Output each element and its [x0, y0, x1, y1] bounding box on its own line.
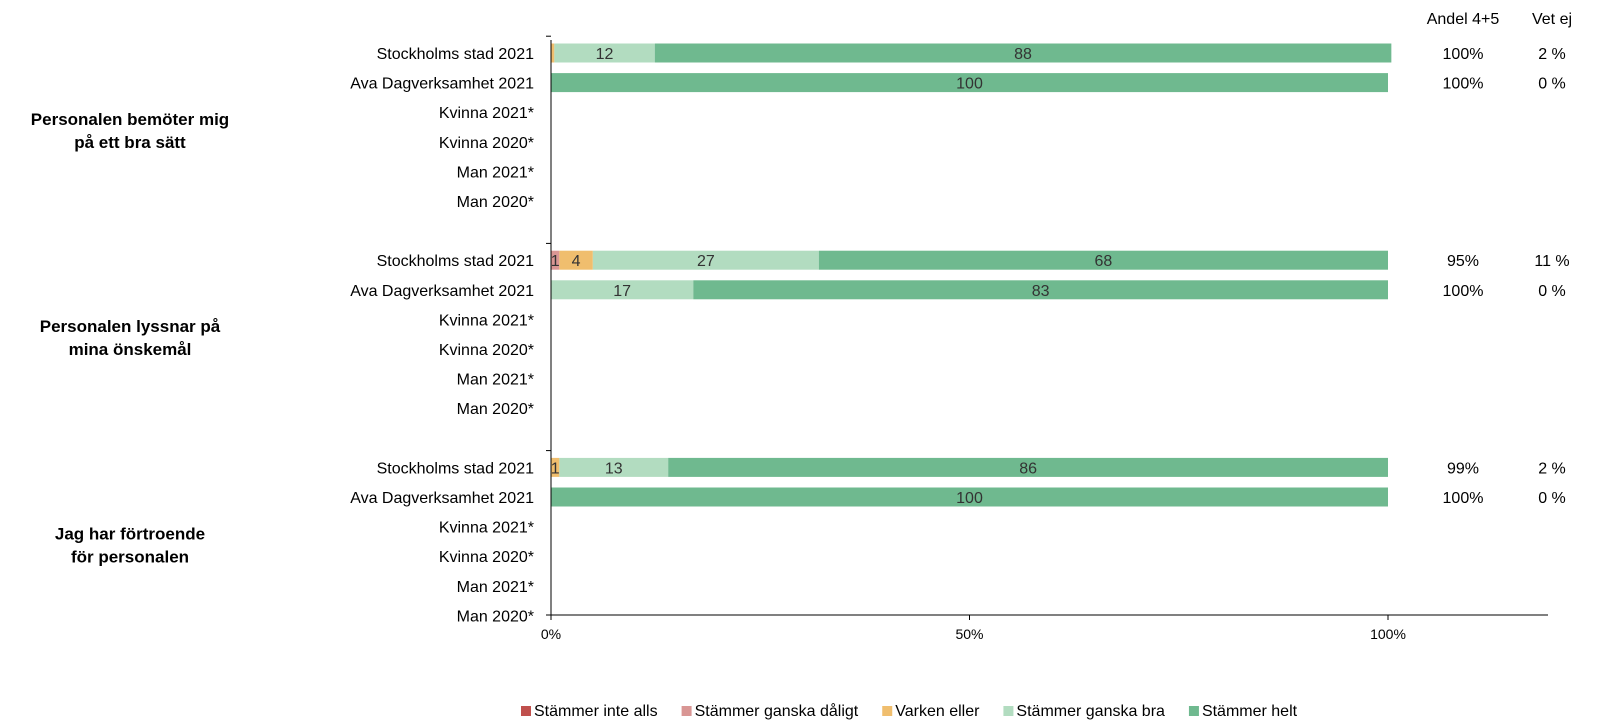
vet-ej-value: 0 %: [1538, 490, 1566, 507]
x-tick-label: 0%: [541, 626, 561, 642]
x-tick-label: 100%: [1370, 626, 1406, 642]
legend-label: Stämmer inte alls: [534, 703, 658, 720]
andel-value: 100%: [1443, 490, 1484, 507]
row-label: Man 2020*: [457, 194, 534, 211]
bar-segment: [551, 457, 560, 477]
row-label: Man 2021*: [457, 372, 534, 389]
bar-segment: [668, 457, 1388, 477]
x-tick-label: 50%: [955, 626, 983, 642]
group-label: Personalen bemöter mig på ett bra sätt: [31, 110, 229, 152]
data-label: 12: [596, 46, 614, 63]
data-label: 1: [551, 253, 560, 270]
data-label: 17: [613, 283, 631, 300]
row-label: Kvinna 2020*: [439, 342, 534, 359]
andel-value: 95%: [1447, 253, 1479, 270]
row-label: Kvinna 2021*: [439, 105, 534, 122]
data-label: 100: [956, 490, 983, 507]
bar-segment: [554, 43, 655, 63]
row-label: Ava Dagverksamhet 2021: [350, 76, 534, 93]
group-label-line: Jag har förtroende: [55, 524, 205, 543]
vet-ej-value: 2 %: [1538, 460, 1566, 477]
vet-ej-value: 0 %: [1538, 283, 1566, 300]
andel-value: 100%: [1443, 76, 1484, 93]
row-label: Stockholms stad 2021: [377, 46, 535, 63]
column-header-vet-ej: Vet ej: [1532, 11, 1572, 28]
row-label: Kvinna 2021*: [439, 312, 534, 329]
group-label: Jag har förtroende för personalen: [55, 524, 205, 566]
data-label: 4: [572, 253, 581, 270]
row-label: Kvinna 2020*: [439, 135, 534, 152]
andel-value: 99%: [1447, 460, 1479, 477]
legend-label: Varken eller: [895, 703, 980, 720]
data-label: 13: [605, 460, 623, 477]
row-label: Kvinna 2021*: [439, 520, 534, 537]
row-label: Stockholms stad 2021: [377, 460, 535, 477]
group-label-line: Personalen lyssnar på: [40, 317, 221, 336]
row-label: Kvinna 2020*: [439, 549, 534, 566]
row-label: Man 2021*: [457, 579, 534, 596]
bar-segment: [559, 457, 669, 477]
vet-ej-value: 2 %: [1538, 46, 1566, 63]
legend-swatch: [681, 706, 692, 716]
bar-segment: [551, 43, 555, 63]
data-label: 88: [1014, 46, 1032, 63]
bar-segment: [592, 250, 819, 270]
bar-segment: [654, 43, 1392, 63]
legend-swatch: [882, 706, 893, 716]
row-label: Man 2021*: [457, 164, 534, 181]
bar-segment: [551, 280, 694, 300]
legend-label: Stämmer helt: [1202, 703, 1298, 720]
group-label-line: för personalen: [71, 547, 189, 566]
row-label: Stockholms stad 2021: [377, 253, 535, 270]
group-label-line: Personalen bemöter mig: [31, 110, 229, 129]
group-label-line: på ett bra sätt: [74, 133, 186, 152]
bar-segment: [551, 73, 1388, 93]
andel-value: 100%: [1443, 46, 1484, 63]
legend-swatch: [1188, 706, 1199, 716]
row-label: Man 2020*: [457, 608, 534, 625]
data-label: 83: [1032, 283, 1050, 300]
group-label: Personalen lyssnar på mina önskemål: [40, 317, 221, 359]
data-label: 100: [956, 76, 983, 93]
andel-value: 100%: [1443, 283, 1484, 300]
row-label: Ava Dagverksamhet 2021: [350, 283, 534, 300]
bar-segment: [559, 250, 593, 270]
data-label: 27: [697, 253, 715, 270]
vet-ej-value: 11 %: [1534, 253, 1569, 270]
column-header-andel: Andel 4+5: [1427, 11, 1500, 28]
data-label: 86: [1019, 460, 1037, 477]
bar-segment: [551, 250, 560, 270]
vet-ej-value: 0 %: [1538, 76, 1566, 93]
legend-label: Stämmer ganska dåligt: [695, 702, 859, 720]
bar-segment: [551, 487, 1388, 507]
data-label: 1: [551, 460, 560, 477]
legend-swatch: [1003, 706, 1014, 716]
bar-segment: [693, 280, 1388, 300]
data-label: 68: [1095, 253, 1113, 270]
row-label: Ava Dagverksamhet 2021: [350, 490, 534, 507]
group-label-line: mina önskemål: [69, 340, 192, 359]
row-label: Man 2020*: [457, 401, 534, 418]
legend-swatch: [521, 706, 531, 716]
bar-segment: [818, 250, 1388, 270]
legend-label: Stämmer ganska bra: [1016, 703, 1165, 720]
